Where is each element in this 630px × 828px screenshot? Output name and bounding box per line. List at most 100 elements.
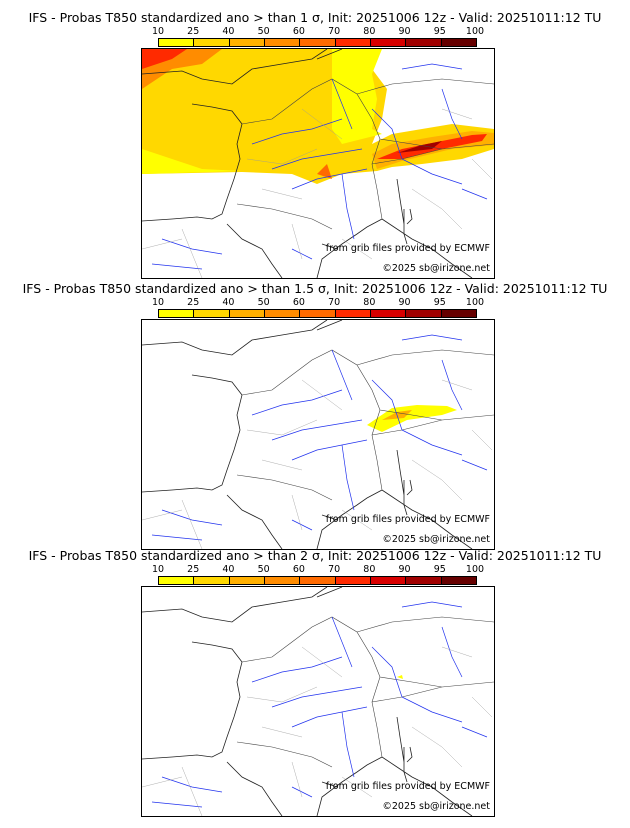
colorbar-segment [406, 310, 442, 317]
panel-title: IFS - Probas T850 standardized ano > tha… [28, 10, 602, 25]
forecast-panel: IFS - Probas T850 standardized ano > tha… [0, 11, 630, 279]
colorbar-ticks: 10 25 40 50 60 70 80 90 95 100 [152, 26, 484, 37]
credit-source: from grib files provided by ECMWF [325, 781, 490, 792]
credit-copyright: ©2025 sb@irizone.net [382, 534, 490, 545]
colorbar-tick-label: 90 [398, 26, 411, 37]
colorbar-segment [370, 39, 407, 46]
colorbar-segment [194, 577, 230, 584]
credit-copyright: ©2025 sb@irizone.net [382, 801, 490, 812]
borders [236, 349, 494, 501]
panel-title: IFS - Probas T850 standardized ano > tha… [22, 281, 608, 296]
rivers [151, 601, 488, 808]
credit-source: from grib files provided by ECMWF [325, 243, 490, 254]
colorbar-segment [229, 39, 265, 46]
rivers [151, 334, 488, 541]
map-canvas [142, 587, 494, 816]
colorbar-tick-label: 25 [187, 564, 200, 575]
colorbar-tick-label: 95 [433, 564, 446, 575]
colorbar-tick-label: 25 [187, 297, 200, 308]
colorbar-tick-label: 100 [465, 564, 485, 575]
colorbar [158, 38, 477, 47]
coastline [142, 587, 473, 816]
coastline [142, 320, 473, 549]
colorbar-ticks: 10 25 40 50 60 70 80 90 95 100 [152, 564, 484, 575]
colorbar-tick-label: 40 [222, 564, 235, 575]
colorbar-segment [300, 577, 336, 584]
colorbar-segment [159, 577, 195, 584]
probability-fill [142, 49, 494, 184]
colorbar-segment [264, 310, 301, 317]
coastline [142, 49, 473, 278]
forecast-panel: IFS - Probas T850 standardized ano > tha… [0, 549, 630, 817]
colorbar-segment [229, 577, 265, 584]
colorbar-segment [300, 39, 336, 46]
probability-area [142, 49, 187, 69]
probability-map: from grib files provided by ECMWF ©2025 … [141, 48, 495, 279]
colorbar-segment [159, 39, 195, 46]
colorbar-segment [441, 310, 476, 317]
colorbar-segment [335, 39, 371, 46]
probability-area [397, 675, 403, 679]
colorbar-segment [370, 310, 407, 317]
colorbar [158, 576, 477, 585]
colorbar-tick-label: 50 [257, 564, 270, 575]
colorbar-tick-label: 90 [398, 297, 411, 308]
borders [236, 616, 494, 768]
colorbar-tick-label: 95 [433, 297, 446, 308]
panel-title: IFS - Probas T850 standardized ano > tha… [28, 548, 602, 563]
colorbar-tick-label: 70 [328, 564, 341, 575]
colorbar-segment [406, 39, 442, 46]
rivers [151, 63, 488, 270]
colorbar-tick-label: 100 [465, 26, 485, 37]
colorbar-tick-label: 80 [363, 297, 376, 308]
colorbar-tick-label: 60 [292, 26, 305, 37]
colorbar-tick-label: 10 [151, 26, 165, 37]
colorbar-tick-label: 70 [328, 297, 341, 308]
probability-fill [397, 675, 403, 679]
map-canvas [142, 49, 494, 278]
colorbar-tick-label: 50 [257, 26, 270, 37]
colorbar-segment [229, 310, 265, 317]
colorbar-segment [335, 310, 371, 317]
probability-map: from grib files provided by ECMWF ©2025 … [141, 586, 495, 817]
probability-area [397, 141, 442, 153]
probability-map: from grib files provided by ECMWF ©2025 … [141, 319, 495, 550]
probability-area [142, 49, 382, 174]
colorbar-tick-label: 70 [328, 26, 341, 37]
colorbar-segment [441, 577, 476, 584]
colorbar-segment [441, 39, 476, 46]
credit-source: from grib files provided by ECMWF [325, 514, 490, 525]
admin-lines [142, 379, 493, 549]
colorbar-segment [159, 310, 195, 317]
colorbar-segment [194, 39, 230, 46]
colorbar-tick-label: 90 [398, 564, 411, 575]
colorbar-tick-label: 100 [465, 297, 485, 308]
colorbar-segment [406, 577, 442, 584]
colorbar-segment [370, 577, 407, 584]
colorbar-tick-label: 80 [363, 26, 376, 37]
colorbar-tick-label: 25 [187, 26, 200, 37]
admin-lines [142, 646, 493, 816]
forecast-panel: IFS - Probas T850 standardized ano > tha… [0, 282, 630, 550]
borders [236, 78, 494, 230]
colorbar-segment [264, 39, 301, 46]
admin-lines [142, 108, 493, 278]
colorbar-tick-label: 95 [433, 26, 446, 37]
colorbar-ticks: 10 25 40 50 60 70 80 90 95 100 [152, 297, 484, 308]
probability-area [367, 405, 457, 432]
colorbar-tick-label: 10 [151, 564, 165, 575]
colorbar [158, 309, 477, 318]
probability-area [142, 49, 494, 184]
colorbar-tick-label: 10 [151, 297, 165, 308]
colorbar-tick-label: 50 [257, 297, 270, 308]
colorbar-segment [335, 577, 371, 584]
credit-copyright: ©2025 sb@irizone.net [382, 263, 490, 274]
colorbar-segment [264, 577, 301, 584]
probability-area [317, 164, 332, 179]
colorbar-tick-label: 40 [222, 26, 235, 37]
colorbar-tick-label: 40 [222, 297, 235, 308]
colorbar-tick-label: 80 [363, 564, 376, 575]
map-canvas [142, 320, 494, 549]
probability-fill [367, 405, 457, 432]
colorbar-segment [300, 310, 336, 317]
